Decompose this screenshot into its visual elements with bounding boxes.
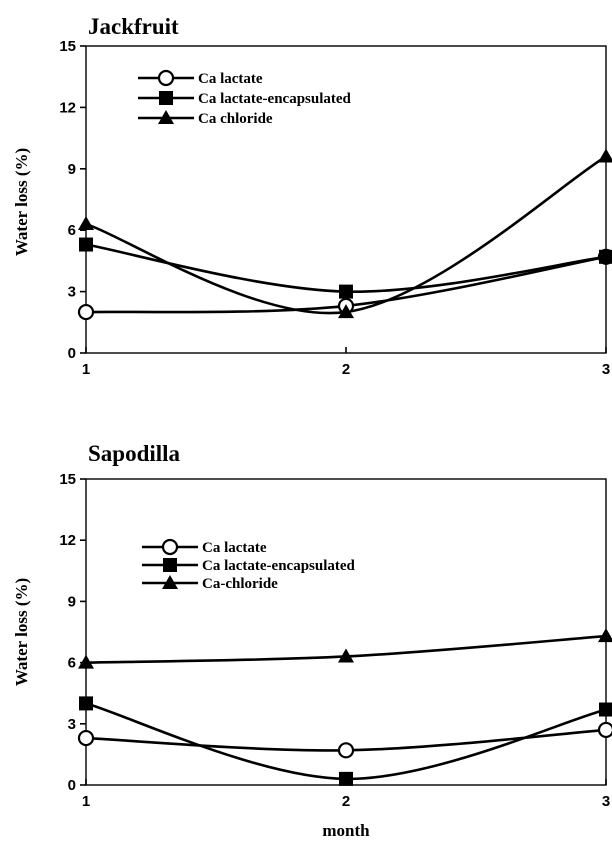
y-tick-label: 6 (68, 655, 76, 672)
chart-title: Jackfruit (88, 14, 179, 39)
y-tick-label: 0 (68, 345, 76, 362)
y-axis-label: Water loss (%) (12, 578, 31, 686)
x-tick-label: 2 (342, 361, 350, 378)
legend-item: Ca lactate-encapsulated (138, 91, 352, 107)
y-tick-label: 12 (59, 99, 76, 116)
data-point-ca-chloride (338, 648, 354, 663)
legend-label: Ca lactate (198, 71, 263, 87)
y-tick-label: 9 (68, 161, 76, 178)
data-point-ca-lactate-encapsulated (599, 249, 612, 264)
legend-marker (161, 538, 179, 556)
y-tick-label: 0 (68, 777, 76, 794)
y-tick-label: 15 (59, 38, 76, 55)
y-tick-label: 12 (59, 532, 76, 549)
legend-item: Ca chloride (138, 110, 273, 127)
legend: Ca lactate Ca lactate-encapsulated Ca chlo… (138, 69, 352, 127)
legend-marker (158, 110, 174, 124)
x-tick-label: 1 (82, 361, 90, 378)
legend-marker (162, 575, 178, 589)
y-tick-label: 9 (68, 593, 76, 610)
x-tick-label: 3 (602, 793, 610, 810)
data-point-ca-lactate-encapsulated (339, 771, 353, 786)
data-point-ca-lactate (77, 303, 95, 321)
legend-item: Ca-chloride (142, 575, 278, 592)
legend-label: Ca-chloride (202, 576, 278, 592)
legend-marker (163, 558, 177, 572)
data-point-ca-lactate (597, 721, 612, 739)
data-point-ca-lactate-encapsulated (79, 696, 93, 711)
data-point-ca-chloride (78, 216, 94, 231)
y-tick-label: 15 (59, 471, 76, 488)
data-point-ca-chloride (78, 654, 94, 669)
data-point-ca-lactate-encapsulated (79, 237, 93, 252)
legend: Ca lactate Ca lactate-encapsulated Ca-chlo… (142, 538, 356, 592)
x-tick-label: 2 (342, 793, 350, 810)
chart-panel-sapodilla: Sapodilla Water loss (%) month 036912151… (12, 441, 612, 840)
legend-label: Ca chloride (198, 111, 273, 127)
legend-item: Ca lactate-encapsulated (142, 558, 356, 574)
data-point-ca-lactate (337, 742, 355, 759)
y-axis-label: Water loss (%) (12, 148, 31, 256)
y-tick-label: 6 (68, 222, 76, 239)
x-axis-label: month (322, 821, 370, 840)
x-tick-label: 3 (602, 361, 610, 378)
legend-item: Ca lactate (142, 538, 267, 556)
y-tick-label: 3 (68, 284, 76, 301)
data-point-ca-lactate-encapsulated (339, 284, 353, 299)
chart-title: Sapodilla (88, 441, 181, 466)
data-point-ca-chloride (598, 628, 612, 643)
legend-label: Ca lactate-encapsulated (202, 558, 356, 574)
legend-marker (157, 69, 175, 87)
data-point-ca-chloride (338, 304, 354, 319)
data-point-ca-lactate-encapsulated (599, 702, 612, 717)
x-tick-label: 1 (82, 793, 90, 810)
data-point-ca-lactate (77, 729, 95, 747)
data-point-ca-chloride (598, 148, 612, 163)
legend-label: Ca lactate-encapsulated (198, 91, 352, 107)
legend-label: Ca lactate (202, 540, 267, 556)
y-tick-label: 3 (68, 716, 76, 733)
legend-marker (159, 91, 173, 105)
legend-item: Ca lactate (138, 69, 263, 87)
